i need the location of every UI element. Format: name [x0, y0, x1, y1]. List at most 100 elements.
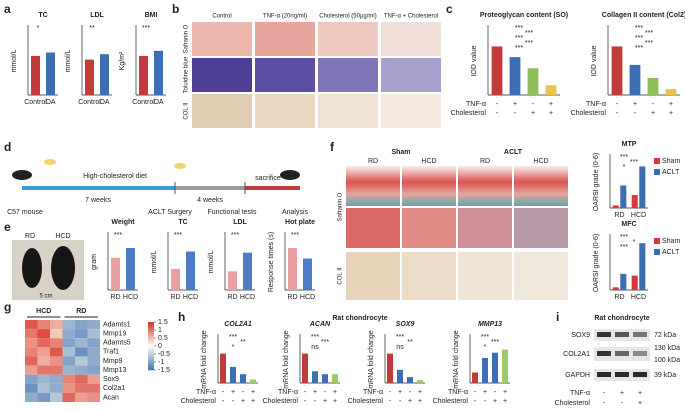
heat-cell — [25, 374, 38, 384]
legend-label: Sham — [662, 238, 680, 245]
condition-label: TNF-α — [448, 389, 468, 396]
panel-label: e — [4, 220, 11, 234]
bar — [322, 374, 328, 383]
row-header: Safranin O — [338, 192, 344, 221]
group-label: HCD — [36, 308, 51, 315]
row-header: COL II — [338, 267, 344, 284]
condition-sign: - — [324, 389, 327, 396]
heat-cell — [25, 392, 38, 402]
row-header: Toluidine blue — [184, 56, 190, 93]
x-tick-label: RD — [110, 294, 120, 301]
colorbar-step — [148, 326, 154, 329]
condition-sign: - — [409, 389, 412, 396]
condition-sign: - — [474, 398, 477, 405]
heat-cell — [87, 365, 100, 375]
band-name: GAPDH — [565, 372, 590, 379]
condition-sign: - — [496, 101, 499, 108]
condition-label: Cholesterol — [433, 398, 469, 405]
condition-label: Cholesterol — [451, 110, 487, 117]
condition-sign: - — [304, 398, 307, 405]
condition-sign: - — [389, 398, 392, 405]
y-axis-label: Response times (s) — [268, 232, 275, 292]
bar — [171, 269, 180, 290]
y-axis-label: mmol/L — [151, 250, 158, 273]
condition-sign: + — [503, 398, 507, 405]
colorbar-step — [148, 340, 154, 343]
significance: * — [37, 25, 40, 32]
chart-title: Proteoglycan content (SO) — [480, 12, 568, 19]
bar — [545, 85, 557, 95]
panel-label: b — [172, 2, 179, 16]
significance: *** — [630, 159, 638, 166]
condition-label: TNF-α — [196, 389, 216, 396]
colorbar-step — [148, 322, 154, 325]
bar — [620, 185, 627, 208]
significance: ns — [311, 344, 319, 351]
panel-label: c — [446, 2, 453, 16]
column-header: Control — [212, 14, 231, 20]
bar — [491, 46, 503, 95]
significance: *** — [174, 232, 182, 239]
y-axis-label: mmol/L — [65, 49, 72, 72]
condition-sign: - — [496, 110, 499, 117]
bar — [228, 271, 237, 290]
bar — [303, 258, 312, 290]
condition-sign: + — [333, 389, 337, 396]
bar — [611, 46, 623, 95]
condition-sign: - — [474, 389, 477, 396]
timeline-step: Functional tests — [207, 209, 257, 216]
significance: *** — [635, 45, 643, 52]
condition-label: TNF-α — [586, 101, 606, 108]
chart-title: MFC — [621, 221, 636, 228]
group-label: RD — [480, 158, 490, 165]
chart-title: LDL — [90, 12, 104, 19]
row-label: Adamts1 — [103, 321, 131, 328]
bar — [502, 349, 508, 383]
heat-cell — [75, 383, 88, 393]
condition-sign: + — [669, 110, 673, 117]
bar — [492, 352, 498, 383]
heat-cell — [37, 383, 50, 393]
x-tick-label: OA — [45, 99, 55, 106]
heat-cell — [62, 392, 75, 402]
condition-sign: - — [222, 398, 225, 405]
bar — [631, 195, 638, 208]
legend-swatch — [654, 238, 660, 244]
column-header: ACLT — [504, 149, 523, 156]
condition-sign: + — [333, 398, 337, 405]
significance: *** — [142, 25, 150, 32]
condition-sign: - — [242, 389, 245, 396]
condition-label: TNF-α — [363, 389, 383, 396]
condition-sign: + — [483, 389, 487, 396]
heat-cell — [50, 392, 63, 402]
heat-cell — [25, 383, 38, 393]
significance: *** — [229, 334, 237, 341]
row-label: Mmp9 — [103, 358, 123, 365]
significance: *** — [491, 339, 499, 346]
condition-sign: + — [251, 398, 255, 405]
y-axis-label: mRNA fold change — [201, 330, 208, 388]
panel-label: i — [556, 310, 559, 324]
heat-cell — [75, 338, 88, 348]
significance: * — [623, 164, 626, 171]
condition-sign: - — [222, 389, 225, 396]
chart-title: TC — [38, 12, 47, 19]
colorbar-step — [148, 368, 154, 371]
bar — [220, 353, 226, 383]
significance: *** — [515, 25, 523, 32]
mouse — [22, 248, 42, 288]
group-label: HCD — [55, 233, 70, 240]
heat-cell — [37, 365, 50, 375]
legend-swatch — [654, 249, 660, 255]
condition-sign: - — [399, 398, 402, 405]
x-tick-label: Control — [132, 99, 155, 106]
significance: *** — [645, 30, 653, 37]
bar — [647, 78, 659, 95]
heat-cell — [75, 347, 88, 357]
heat-cell — [25, 329, 38, 339]
condition-sign: - — [634, 110, 637, 117]
chart-title: COL2A1 — [224, 321, 252, 328]
condition-label: Cholesterol — [263, 398, 299, 405]
chart-title: Collagen II content (Col2) — [602, 12, 685, 19]
significance: *** — [114, 232, 122, 239]
